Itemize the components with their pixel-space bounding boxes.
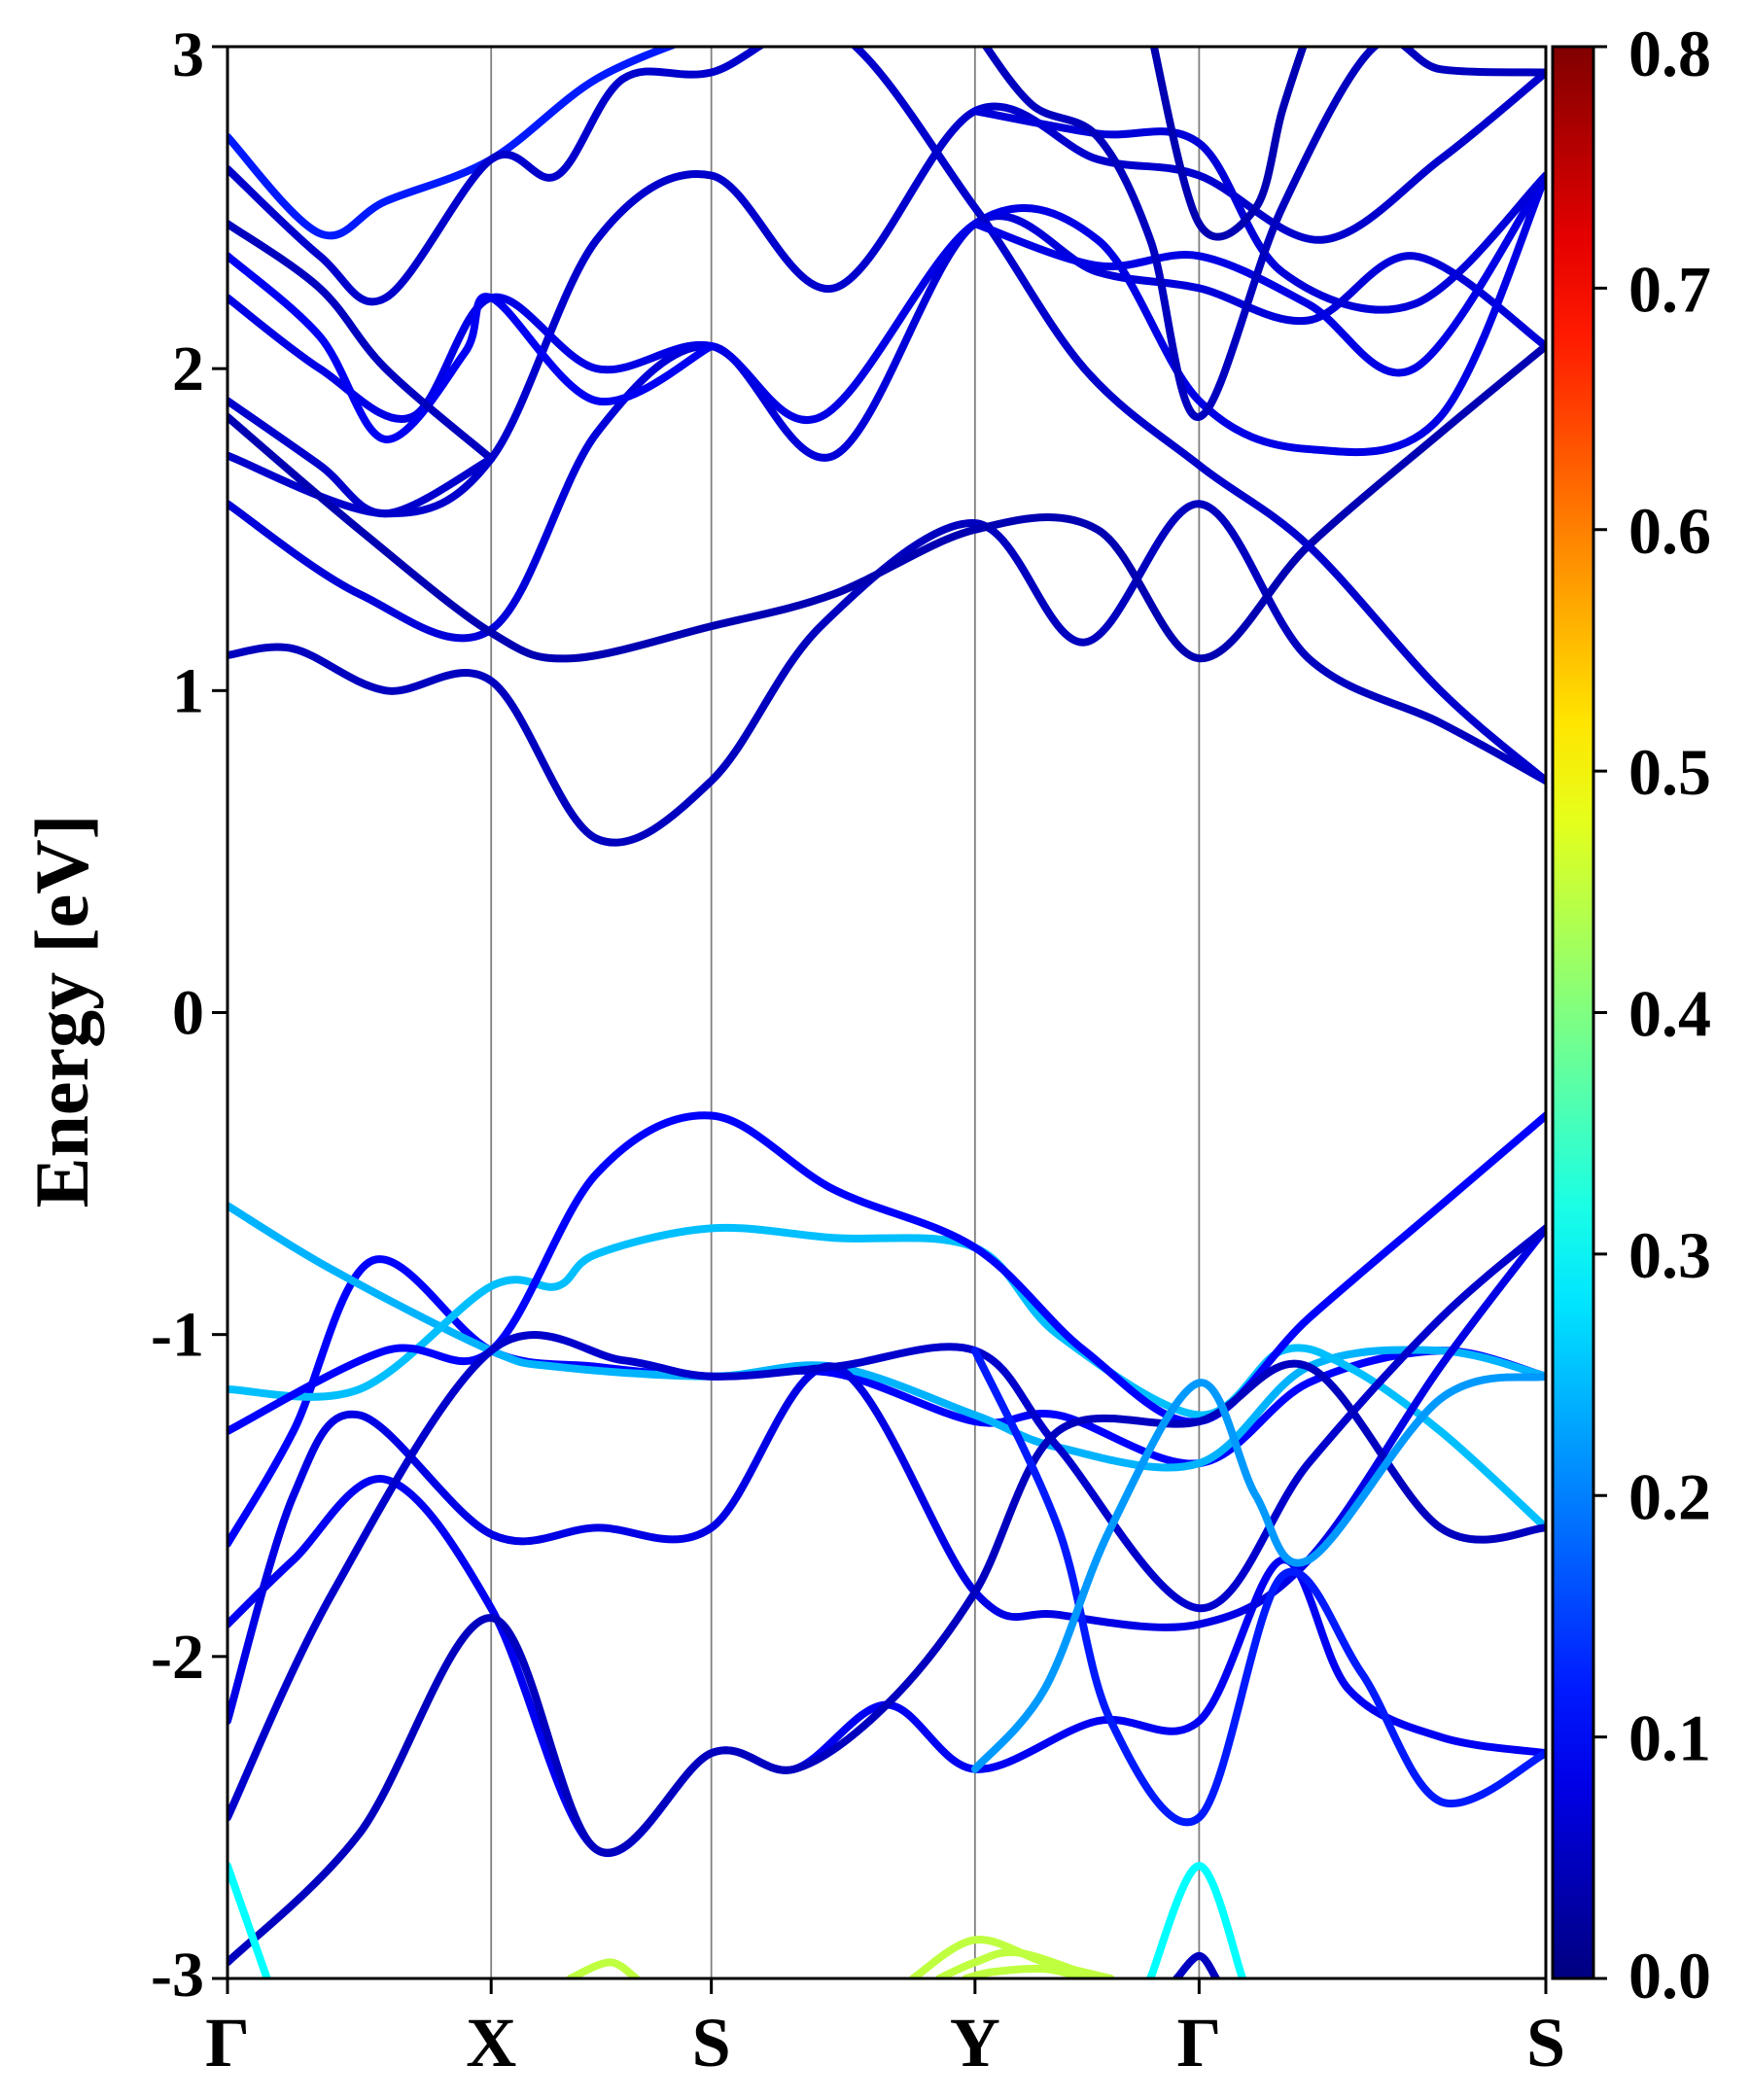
band-line	[228, 500, 1546, 847]
colorbar-tick-label: 0.6	[1628, 494, 1711, 568]
band-line	[970, 1347, 1546, 1827]
colorbar-tick-label: 0.4	[1628, 977, 1711, 1051]
y-tick-label: -2	[151, 1622, 204, 1693]
band-line	[228, 342, 1546, 663]
colorbar: 0.0 0.1 0.2 0.3 0.4 0.5 0.6 0.7 0.8	[1551, 17, 1711, 2012]
colorbar-tick-label: 0.3	[1628, 1218, 1711, 1292]
band-line	[1149, 47, 1308, 241]
colorbar-tick-label: 0.5	[1628, 735, 1711, 809]
band-line	[566, 1958, 641, 1978]
band-line	[228, 1111, 1546, 1435]
y-tick-label: -3	[151, 1940, 204, 2011]
band-line	[1172, 1951, 1220, 1978]
vertical-grid	[490, 47, 1201, 1978]
y-axis-label: Energy [eV]	[19, 814, 104, 1208]
band-lines	[228, 47, 1546, 1978]
colorbar-tick-label: 0.7	[1628, 252, 1711, 326]
band-line	[228, 47, 1546, 786]
colorbar-tick-label: 0.2	[1628, 1459, 1711, 1533]
y-tick-label: -1	[151, 1300, 204, 1371]
x-tick-label: S	[692, 2004, 731, 2082]
band-line	[228, 1223, 1546, 1532]
colorbar-bar	[1551, 45, 1595, 1980]
y-tick-label: 0	[172, 978, 204, 1049]
band-line	[228, 212, 1546, 643]
band-line	[981, 47, 1546, 421]
band-line	[228, 1359, 1546, 1967]
y-tick-label: 2	[172, 333, 204, 404]
x-tick-label: S	[1526, 2004, 1565, 2082]
band-line	[970, 171, 1546, 377]
band-line	[228, 252, 716, 443]
band-line	[228, 1224, 1546, 1822]
band-line	[962, 1964, 1089, 1978]
y-axis: 3 2 1 0 -1 -2 -3	[151, 19, 228, 2011]
colorbar-tick-label: 0.1	[1628, 1701, 1711, 1775]
band-line	[935, 1947, 1102, 1978]
band-line	[228, 397, 496, 518]
x-tick-label: Γ	[205, 2004, 250, 2082]
colorbar-tick-label: 0.8	[1628, 17, 1711, 90]
band-line	[228, 1255, 1546, 1548]
y-tick-label: 1	[172, 655, 204, 726]
band-line	[228, 220, 496, 463]
band-line	[1146, 1862, 1247, 1978]
y-tick-label: 3	[172, 19, 204, 90]
x-tick-label: X	[466, 2004, 516, 2082]
x-tick-label: Γ	[1176, 2004, 1221, 2082]
x-tick-label: Y	[950, 2004, 1000, 2082]
band-line	[228, 1475, 1546, 1857]
band-line	[228, 47, 680, 240]
band-line	[970, 1372, 1546, 1773]
band-line	[228, 1862, 271, 1978]
colorbar-tick-label: 0.0	[1628, 1939, 1711, 2012]
